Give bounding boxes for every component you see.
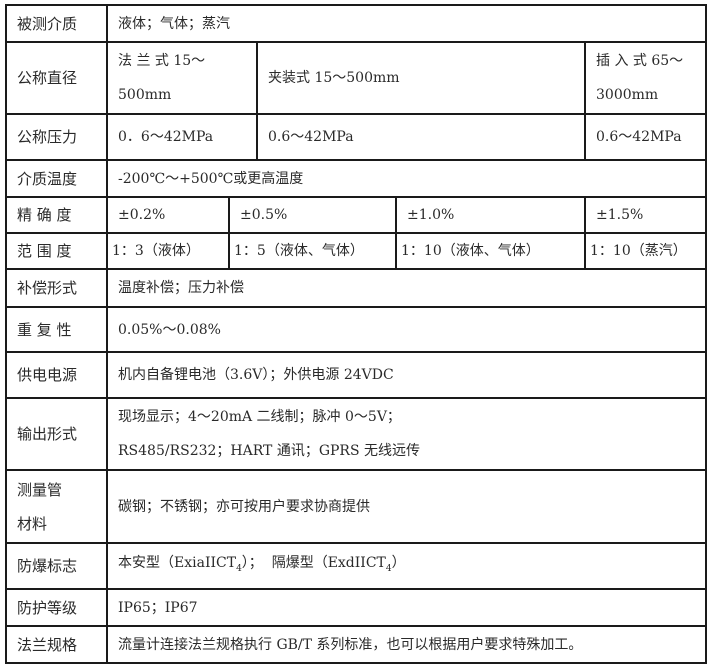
label: 范 围 度 — [5, 232, 108, 270]
label: 重 复 性 — [5, 306, 108, 353]
value: 碳钢；不锈钢；亦可按用户要求协商提供 — [105, 469, 708, 544]
label: 测量管材料 — [5, 469, 108, 544]
text: ）； 隔爆型（ExdIICT — [241, 555, 386, 572]
label: 输出形式 — [5, 397, 108, 471]
row-flange: 法兰规格 流量计连接法兰规格执行 GB/T 系列标准，也可以根据用户要求特殊加工… — [5, 625, 708, 664]
value: IP65；IP67 — [105, 588, 708, 627]
value: ±1.5% — [583, 196, 708, 234]
value: 流量计连接法兰规格执行 GB/T 系列标准，也可以根据用户要求特殊加工。 — [105, 625, 708, 664]
value: ±0.2% — [106, 196, 230, 234]
flange-diameter: 法 兰 式 15～500mm — [106, 41, 258, 115]
row-medium: 被测介质 液体；气体；蒸汽 — [5, 4, 708, 43]
insert-diameter: 插 入 式 65～3000mm — [583, 41, 708, 115]
row-diameter: 公称直径 法 兰 式 15～500mm 夹装式 15～500mm 插 入 式 6… — [5, 41, 708, 115]
row-pressure: 公称压力 0．6～42MPa 0.6～42MPa 0.6～42MPa — [5, 113, 708, 161]
label: 防护等级 — [5, 588, 108, 627]
subscript: 4 — [236, 563, 242, 574]
value: 本安型（ExiaIICT4）； 隔爆型（ExdIICT4） — [105, 542, 708, 590]
row-accuracy: 精 确 度 ±0.2% ±0.5% ±1.0% ±1.5% — [5, 196, 708, 234]
label: 精 确 度 — [5, 196, 108, 234]
label: 补偿形式 — [5, 268, 108, 308]
row-output: 输出形式 现场显示；4～20mA 二线制；脉冲 0～5V； RS485/RS23… — [5, 397, 708, 471]
value: -200℃～+500℃或更高温度 — [105, 159, 708, 198]
value: 现场显示；4～20mA 二线制；脉冲 0～5V； RS485/RS232；HAR… — [105, 397, 708, 471]
row-range: 范 围 度 1：3（液体） 1：5（液体、气体） 1：10（液体、气体） 1：1… — [5, 232, 708, 270]
value: 1：10（液体、气体） — [395, 232, 586, 270]
value: ±1.0% — [395, 196, 586, 234]
output-line-1: 现场显示；4～20mA 二线制；脉冲 0～5V； — [118, 409, 401, 425]
value: 液体；气体；蒸汽 — [105, 4, 708, 43]
row-compensation: 补偿形式 温度补偿；压力补偿 — [5, 268, 708, 308]
subscript: 4 — [385, 563, 392, 574]
label: 公称直径 — [5, 41, 108, 115]
label: 法兰规格 — [5, 625, 108, 664]
label: 介质温度 — [5, 159, 108, 198]
row-power: 供电电源 机内自备锂电池（3.6V）；外供电源 24VDC — [5, 351, 708, 399]
clamp-diameter: 夹装式 15～500mm — [256, 41, 586, 115]
row-explosion: 防爆标志 本安型（ExiaIICT4）； 隔爆型（ExdIICT4） — [5, 542, 708, 590]
row-repeatability: 重 复 性 0.05%～0.08% — [5, 306, 708, 353]
spec-table: 被测介质 液体；气体；蒸汽 公称直径 法 兰 式 15～500mm 夹装式 15… — [5, 4, 708, 664]
row-protection: 防护等级 IP65；IP67 — [5, 588, 708, 627]
value: 温度补偿；压力补偿 — [105, 268, 708, 308]
label: 供电电源 — [5, 351, 108, 399]
label: 防爆标志 — [5, 542, 108, 590]
flange-pressure: 0．6～42MPa — [106, 113, 258, 161]
text: ） — [391, 555, 406, 572]
value: 机内自备锂电池（3.6V）；外供电源 24VDC — [105, 351, 708, 399]
value: 1：10（蒸汽） — [583, 232, 708, 270]
text: 本安型（ExiaIICT — [118, 555, 237, 572]
insert-pressure: 0.6～42MPa — [583, 113, 708, 161]
clamp-pressure: 0.6～42MPa — [256, 113, 586, 161]
row-temperature: 介质温度 -200℃～+500℃或更高温度 — [5, 159, 708, 198]
value: ±0.5% — [228, 196, 397, 234]
value: 0.05%～0.08% — [105, 306, 708, 353]
value: 1：5（液体、气体） — [228, 232, 397, 270]
label: 被测介质 — [5, 4, 108, 43]
row-material: 测量管材料 碳钢；不锈钢；亦可按用户要求协商提供 — [5, 469, 708, 544]
output-line-2: RS485/RS232；HART 通讯；GPRS 无线远传 — [118, 443, 421, 459]
value: 1：3（液体） — [106, 232, 230, 270]
label: 公称压力 — [5, 113, 108, 161]
